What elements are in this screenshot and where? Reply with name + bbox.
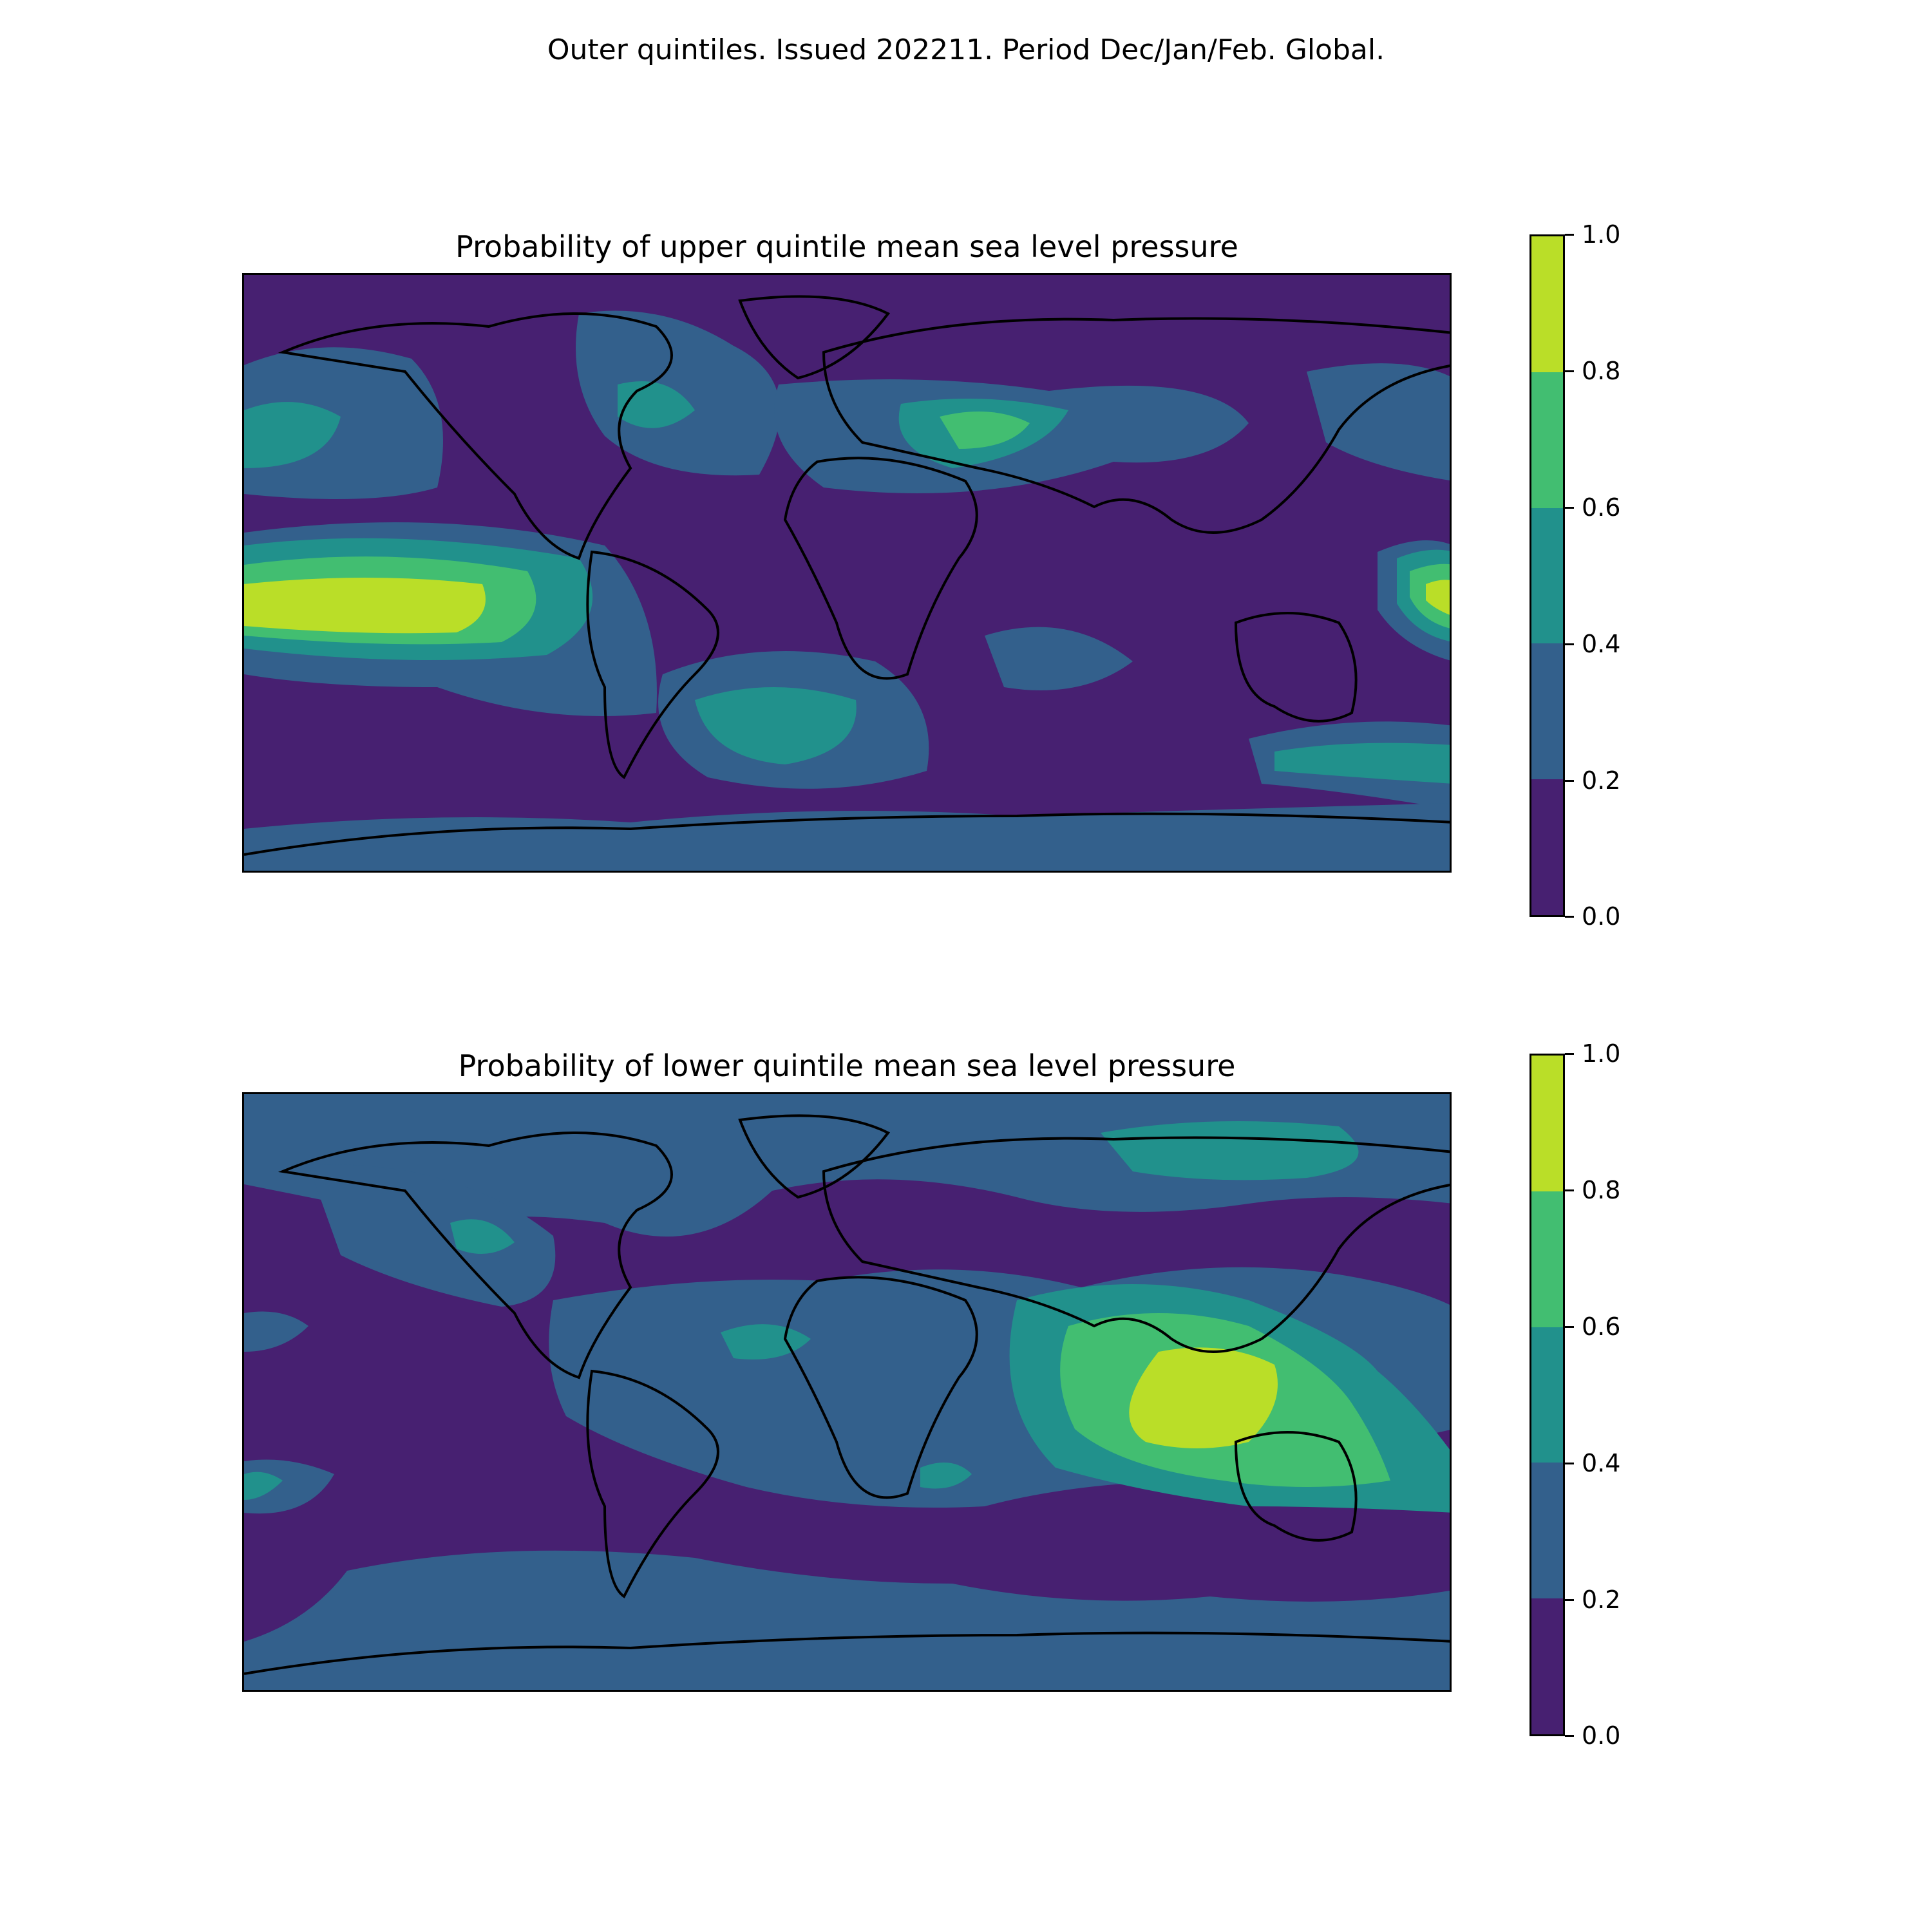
antarctica-coast xyxy=(244,1631,1450,1675)
north-pacific-core xyxy=(244,402,341,468)
cbar2-tick-mark-1 xyxy=(1565,1189,1574,1191)
north-america-coast xyxy=(278,1132,673,1379)
north-america-coast xyxy=(278,312,673,560)
cbar-seg-02-04 xyxy=(1531,643,1563,780)
upper-quintile-map-svg xyxy=(244,275,1450,871)
cbar2-tick-label: 0.2 xyxy=(1582,1586,1621,1614)
panel-2-title: Probability of lower quintile mean sea l… xyxy=(458,1048,1236,1083)
gulf-alaska-core xyxy=(450,1219,515,1254)
west-africa-core xyxy=(721,1324,811,1359)
cbar1-tick-mark-2 xyxy=(1565,507,1574,509)
eurasia-coast xyxy=(822,1136,1450,1353)
cbar1-tick-label: 0.0 xyxy=(1582,902,1621,931)
australia-coast xyxy=(1234,1431,1358,1542)
cbar2-tick-mark-0 xyxy=(1565,1053,1574,1055)
cbar2-tick-label: 0.8 xyxy=(1582,1176,1621,1204)
cbar-seg-04-06 xyxy=(1531,1327,1563,1463)
south-america-coast xyxy=(586,1369,719,1598)
west-pacific-peak xyxy=(1426,580,1450,615)
lower-quintile-map-svg xyxy=(244,1094,1450,1690)
southeast-pacific-band xyxy=(244,1459,334,1514)
cbar2-tick-mark-3 xyxy=(1565,1463,1574,1464)
southern-ocean-core xyxy=(1274,743,1450,784)
cbar1-tick-mark-4 xyxy=(1565,780,1574,782)
africa-coast xyxy=(783,1276,978,1499)
antarctic-band xyxy=(244,803,1450,871)
southeast-pacific-core xyxy=(244,1472,283,1500)
cbar-seg-04-06 xyxy=(1531,507,1563,644)
cbar-seg-06-08 xyxy=(1531,1191,1563,1327)
cbar1-tick-mark-3 xyxy=(1565,643,1574,645)
cbar2-tick-mark-5 xyxy=(1565,1735,1574,1737)
cbar1-tick-mark-0 xyxy=(1565,234,1574,236)
australia-coast xyxy=(1234,612,1358,723)
southern-ocean-band xyxy=(244,1550,1450,1690)
greenland-coast xyxy=(738,1114,891,1199)
cbar-seg-06-08 xyxy=(1531,372,1563,508)
suptitle: Outer quintiles. Issued 202211. Period D… xyxy=(547,33,1385,66)
cbar2-tick-label: 0.0 xyxy=(1582,1721,1621,1750)
cbar1-tick-label: 0.8 xyxy=(1582,357,1621,385)
mideast-peak xyxy=(940,412,1030,449)
cbar-seg-00-02 xyxy=(1531,1598,1563,1734)
panel-1-title: Probability of upper quintile mean sea l… xyxy=(455,229,1238,264)
cbar-seg-08-10 xyxy=(1531,1056,1563,1191)
cbar1-tick-label: 0.2 xyxy=(1582,766,1621,795)
cbar1-tick-mark-5 xyxy=(1565,916,1574,918)
coastlines xyxy=(244,295,1450,856)
cbar2-tick-mark-4 xyxy=(1565,1599,1574,1601)
cbar1-tick-label: 0.4 xyxy=(1582,630,1621,658)
maritime-continent-peak xyxy=(1129,1347,1278,1448)
cbar1-tick-mark-1 xyxy=(1565,370,1574,372)
coastlines xyxy=(244,1114,1450,1675)
africa-coast xyxy=(783,457,978,680)
greenland-coast xyxy=(738,295,891,380)
east-pacific-peak xyxy=(244,578,486,634)
indian-ocean-band xyxy=(985,627,1133,690)
west-pacific-band xyxy=(1307,363,1450,481)
east-pacific-tropics-band xyxy=(244,1311,308,1352)
upper-quintile-colorbar xyxy=(1530,234,1565,917)
cbar2-tick-label: 0.6 xyxy=(1582,1312,1621,1341)
mozambique-core xyxy=(920,1463,972,1489)
eurasia-coast xyxy=(822,317,1450,534)
west-pacific-band xyxy=(308,1164,556,1307)
cbar-seg-00-02 xyxy=(1531,779,1563,915)
cbar-seg-08-10 xyxy=(1531,236,1563,372)
cbar1-tick-label: 1.0 xyxy=(1582,220,1621,249)
cbar1-tick-label: 0.6 xyxy=(1582,493,1621,522)
lower-quintile-map xyxy=(242,1092,1452,1692)
upper-quintile-map xyxy=(242,273,1452,873)
south-america-coast xyxy=(586,550,719,779)
south-atlantic-core xyxy=(695,687,857,764)
labrador-core xyxy=(618,381,695,428)
antarctica-coast xyxy=(244,812,1450,856)
cbar2-tick-label: 0.4 xyxy=(1582,1449,1621,1477)
lower-quintile-colorbar xyxy=(1530,1054,1565,1736)
siberia-core xyxy=(1101,1121,1359,1180)
cbar-seg-02-04 xyxy=(1531,1463,1563,1599)
cbar2-tick-label: 1.0 xyxy=(1582,1039,1621,1068)
cbar2-tick-mark-2 xyxy=(1565,1326,1574,1328)
